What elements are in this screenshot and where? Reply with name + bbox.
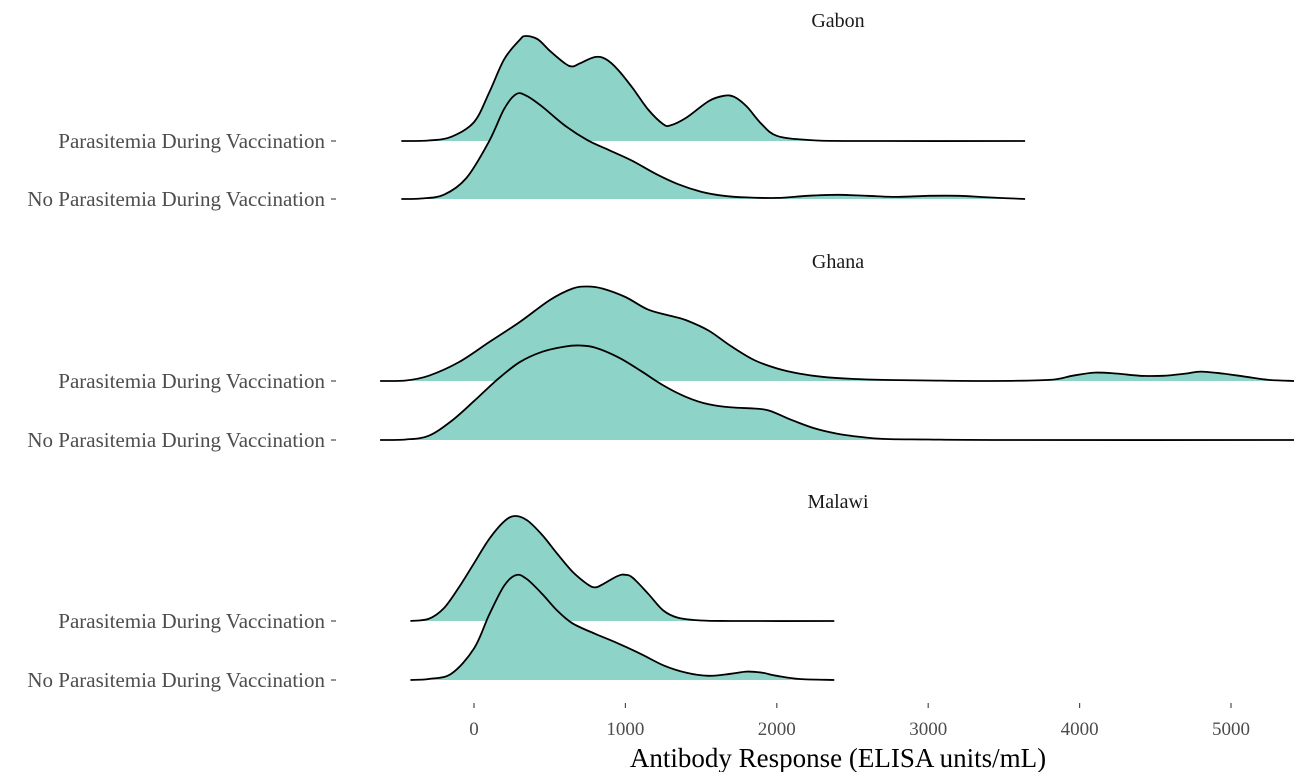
ridge-area-ghana-no-parasitemia-during-vaccination bbox=[380, 345, 1294, 441]
ridge-line-gabon-no-parasitemia-during-vaccination bbox=[401, 92, 1026, 200]
y-tick-label-malawi-parasitemia-during-vaccination: Parasitemia During Vaccination bbox=[58, 609, 325, 633]
ridge-area-gabon-parasitemia-during-vaccination bbox=[401, 35, 1026, 142]
panel-title-gabon: Gabon bbox=[811, 10, 864, 32]
x-tick-label-2000: 2000 bbox=[758, 719, 796, 740]
ridge-area-malawi-no-parasitemia-during-vaccination bbox=[410, 574, 835, 680]
panel-gabon: Gabon Parasitemia During Vaccination No Pa… bbox=[27, 10, 1026, 211]
panel-title-malawi: Malawi bbox=[807, 491, 869, 513]
chart-panels: Gabon Parasitemia During Vaccination No Pa… bbox=[27, 10, 1294, 692]
x-tick-label-4000: 4000 bbox=[1061, 719, 1099, 740]
x-tick-label-1000: 1000 bbox=[606, 719, 644, 740]
x-tick-label-0: 0 bbox=[469, 719, 479, 740]
ridge-line-malawi-no-parasitemia-during-vaccination bbox=[410, 573, 835, 681]
ridge-line-ghana-no-parasitemia-during-vaccination bbox=[380, 344, 1294, 441]
ridge-line-ghana-parasitemia-during-vaccination bbox=[380, 285, 1294, 382]
ridge-line-malawi-parasitemia-during-vaccination bbox=[410, 515, 835, 622]
panel-ghana: Ghana Parasitemia During Vaccination No Pa… bbox=[27, 251, 1294, 452]
x-axis: 0 1000 2000 3000 4000 5000 bbox=[469, 703, 1250, 740]
x-tick-label-5000: 5000 bbox=[1212, 719, 1250, 740]
y-tick-label-ghana-no-parasitemia-during-vaccination: No Parasitemia During Vaccination bbox=[27, 428, 325, 452]
x-tick-label-3000: 3000 bbox=[909, 719, 947, 740]
y-tick-label-gabon-parasitemia-during-vaccination: Parasitemia During Vaccination bbox=[58, 129, 325, 153]
x-axis-title: Antibody Response (ELISA units/mL) bbox=[630, 743, 1046, 772]
panel-malawi: Malawi Parasitemia During Vaccination No P… bbox=[27, 491, 869, 692]
y-tick-label-malawi-no-parasitemia-during-vaccination: No Parasitemia During Vaccination bbox=[27, 668, 325, 692]
y-tick-label-ghana-parasitemia-during-vaccination: Parasitemia During Vaccination bbox=[58, 369, 325, 393]
ridge-line-gabon-parasitemia-during-vaccination bbox=[401, 35, 1026, 142]
y-tick-label-gabon-no-parasitemia-during-vaccination: No Parasitemia During Vaccination bbox=[27, 187, 325, 211]
ridge-area-malawi-parasitemia-during-vaccination bbox=[410, 515, 835, 622]
panel-title-ghana: Ghana bbox=[812, 251, 864, 273]
